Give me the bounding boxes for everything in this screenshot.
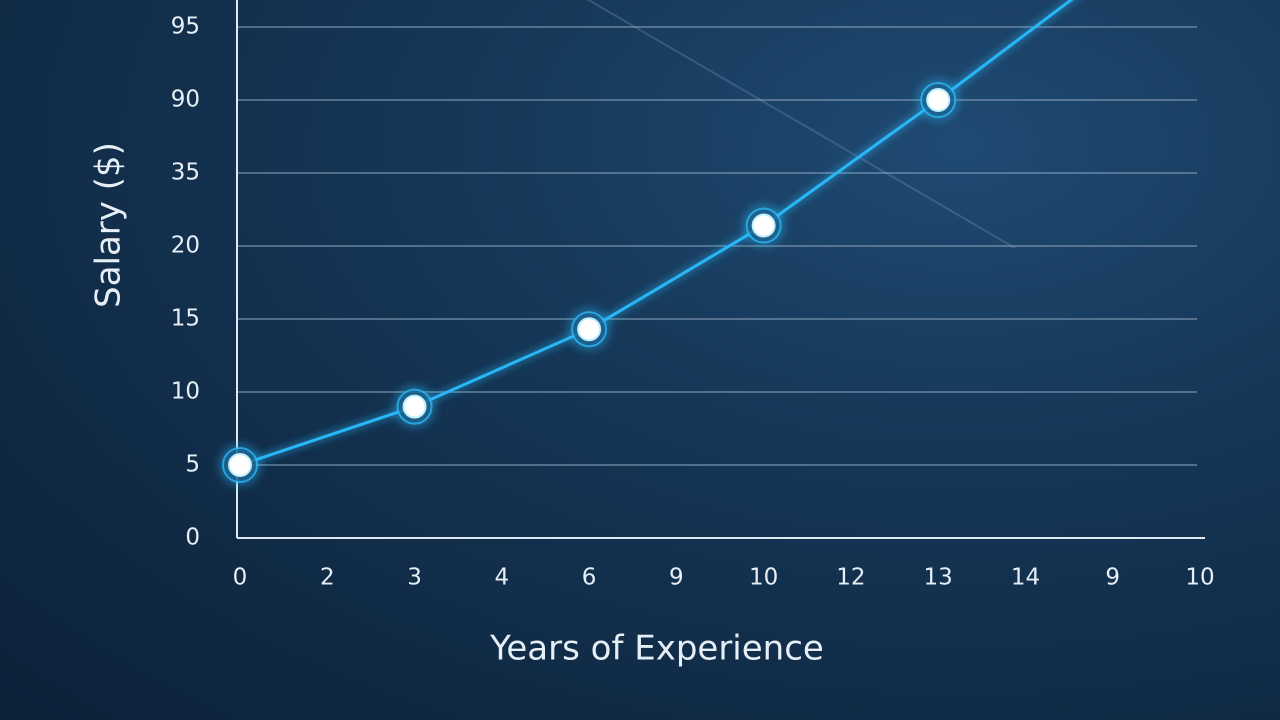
x-tick-label: 10: [749, 565, 778, 591]
x-tick-label: 2: [320, 565, 335, 591]
y-tick-label: 90: [171, 87, 200, 113]
marker: [228, 453, 252, 477]
marker: [751, 213, 776, 238]
y-tick-label: 95: [171, 14, 200, 40]
x-tick-label: 6: [582, 565, 597, 591]
x-tick-label: 3: [407, 565, 422, 591]
grid: [237, 26, 1197, 466]
x-tick-label: 9: [1105, 565, 1120, 591]
y-tick-label: 0: [185, 525, 200, 551]
y-tick-label: 15: [171, 306, 200, 332]
x-tick-label: 0: [233, 565, 248, 591]
marker: [577, 317, 602, 342]
y-tick-label: 35: [171, 160, 200, 186]
x-tick-label: 14: [1011, 565, 1040, 591]
x-axis-title: Years of Experience: [489, 629, 824, 669]
x-tick-label: 10: [1185, 565, 1214, 591]
y-tick-label: 20: [171, 233, 200, 259]
x-tick-label: 13: [924, 565, 953, 591]
marker: [926, 88, 951, 112]
y-tick-label: 10: [171, 379, 200, 405]
x-tick-label: 12: [836, 565, 865, 591]
line: [239, 0, 1074, 467]
marker: [402, 394, 427, 419]
x-tick-label: 4: [494, 565, 509, 591]
y-tick-label: 5: [185, 452, 200, 478]
decor-streak: [586, 0, 1016, 249]
x-tick-label: 9: [669, 565, 684, 591]
line-glow: [239, 0, 1077, 468]
y-axis-title: Salary ($): [89, 142, 129, 308]
